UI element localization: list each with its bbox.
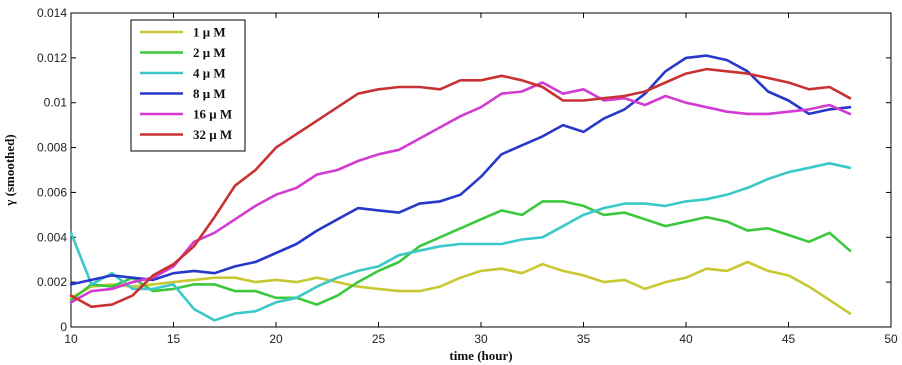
y-tick-label: 0.01 — [44, 96, 68, 110]
x-tick-label: 10 — [64, 332, 78, 346]
y-tick-label: 0.006 — [37, 185, 67, 199]
legend-label: 8 μ M — [193, 86, 226, 101]
x-tick-label: 25 — [372, 332, 386, 346]
y-tick-label: 0.008 — [37, 141, 67, 155]
y-tick-label: 0.004 — [37, 230, 67, 244]
x-tick-label: 35 — [577, 332, 591, 346]
y-tick-label: 0.014 — [37, 6, 67, 20]
x-tick-label: 20 — [269, 332, 283, 346]
axis-ticks: 10 15 20 25 30 35 40 45 50 0 0.002 0.004 0.006 0.008 0… — [37, 6, 898, 346]
x-axis-label: time (hour) — [449, 348, 512, 363]
legend-label: 4 μ M — [193, 66, 226, 81]
legend-box — [130, 19, 246, 152]
series-line-1 — [69, 260, 852, 315]
legend: 1 μ M 2 μ M 4 μ M 8 μ M 16 μ M 32 μ M — [130, 19, 246, 152]
series-lines — [69, 54, 852, 322]
y-tick-label: 0.012 — [37, 51, 67, 65]
legend-label: 32 μ M — [193, 127, 232, 142]
series-line-3 — [69, 162, 852, 322]
legend-label: 1 μ M — [193, 25, 226, 40]
y-tick-label: 0 — [60, 320, 67, 334]
x-tick-label: 15 — [167, 332, 181, 346]
series-line-2 — [69, 200, 852, 306]
series-line-6 — [69, 67, 852, 309]
y-axis-label: γ (smoothed) — [2, 134, 17, 206]
legend-label: 2 μ M — [193, 45, 226, 60]
x-tick-label: 30 — [474, 332, 488, 346]
legend-label: 16 μ M — [193, 107, 232, 122]
x-tick-label: 45 — [782, 332, 796, 346]
x-tick-label: 50 — [884, 332, 898, 346]
series-line-4 — [69, 54, 852, 286]
y-tick-label: 0.002 — [37, 275, 67, 289]
x-tick-label: 40 — [679, 332, 693, 346]
